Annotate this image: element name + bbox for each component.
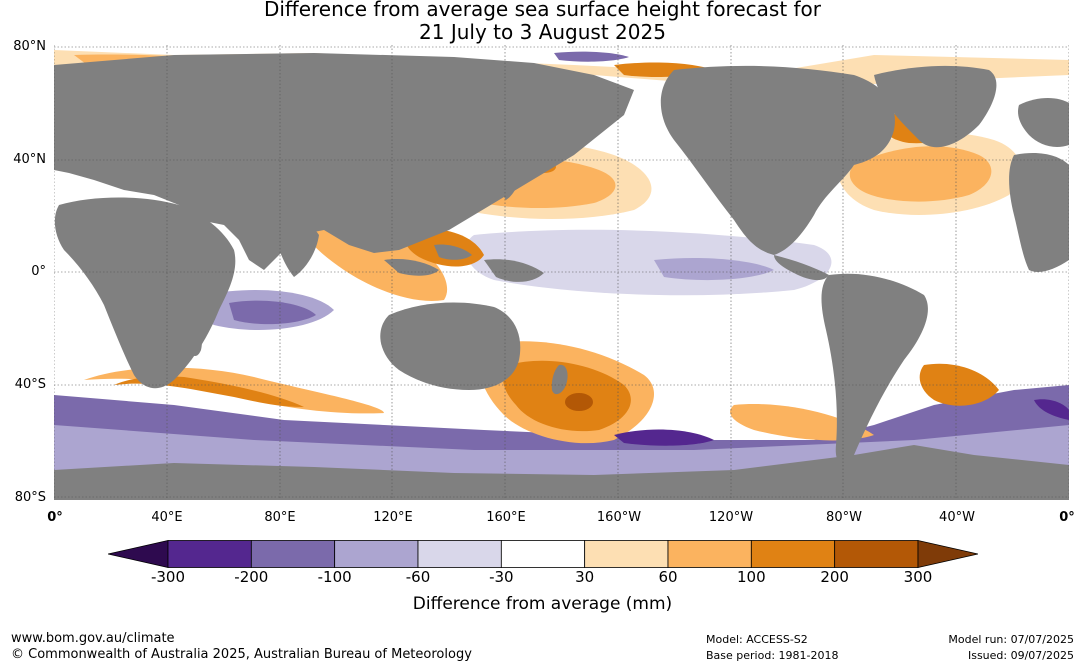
footer-base-period: Base period: 1981-2018 [706,649,839,662]
title-line-2: 21 July to 3 August 2025 [419,20,666,44]
colorbar-bin [334,540,419,568]
colorbar-bin [250,540,336,568]
colorbar-bin [667,540,752,568]
colorbar-tick-label: 200 [820,568,849,586]
footer-copyright: © Commonwealth of Australia 2025, Austra… [11,647,472,662]
lat-label-40n: 40°N [13,152,46,167]
colorbar-tick-label: -200 [234,568,269,586]
colorbar-tick-label: -60 [405,568,431,586]
lon-label-80e: 80°E [264,510,296,525]
colorbar-arrow-high [917,540,978,568]
graticule [54,45,1069,500]
lat-label-80s: 80°S [14,490,46,505]
lon-label-0-left: 0° [47,510,63,525]
title-line-1: Difference from average sea surface heig… [263,0,822,21]
colorbar-tick-label: -100 [317,568,352,586]
colorbar-tick-label: 300 [903,568,933,586]
lon-label-120w: 120°W [708,510,754,525]
land [54,53,1069,500]
colorbar-bin [750,540,836,568]
colorbar-bin [584,540,669,568]
colorbar [108,540,978,568]
colorbar-tick-label: -30 [489,568,514,586]
footer-url: www.bom.gov.au/climate [11,631,175,646]
lat-label-80n: 80°N [13,39,46,54]
colorbar-tick-label: 60 [658,568,678,586]
colorbar-bin [417,540,502,568]
colorbar-tick-label: -300 [150,568,186,586]
footer-model-run: Model run: 07/07/2025 [948,633,1074,646]
colorbar-bin [167,540,252,568]
lon-label-0-right: 0° [1059,510,1075,525]
colorbar-tick-label: 100 [737,568,766,586]
colorbar-tick-label: 30 [575,568,595,586]
lon-label-40w: 40°W [939,510,975,525]
footer-issued: Issued: 09/07/2025 [967,649,1074,662]
colorbar-bin [500,540,586,568]
colorbar-arrow-low [108,540,169,568]
colorbar-title: Difference from average (mm) [412,594,673,614]
world-map [54,45,1069,500]
lon-label-120e: 120°E [373,510,413,525]
lat-label-equator: 0° [31,264,46,279]
colorbar-bin [834,540,919,568]
lat-label-40s: 40°S [14,377,46,392]
lon-label-40e: 40°E [151,510,183,525]
lon-label-80w: 80°W [826,510,862,525]
footer-model: Model: ACCESS-S2 [706,633,808,646]
lon-label-160w: 160°W [596,510,642,525]
lon-label-160e: 160°E [486,510,526,525]
